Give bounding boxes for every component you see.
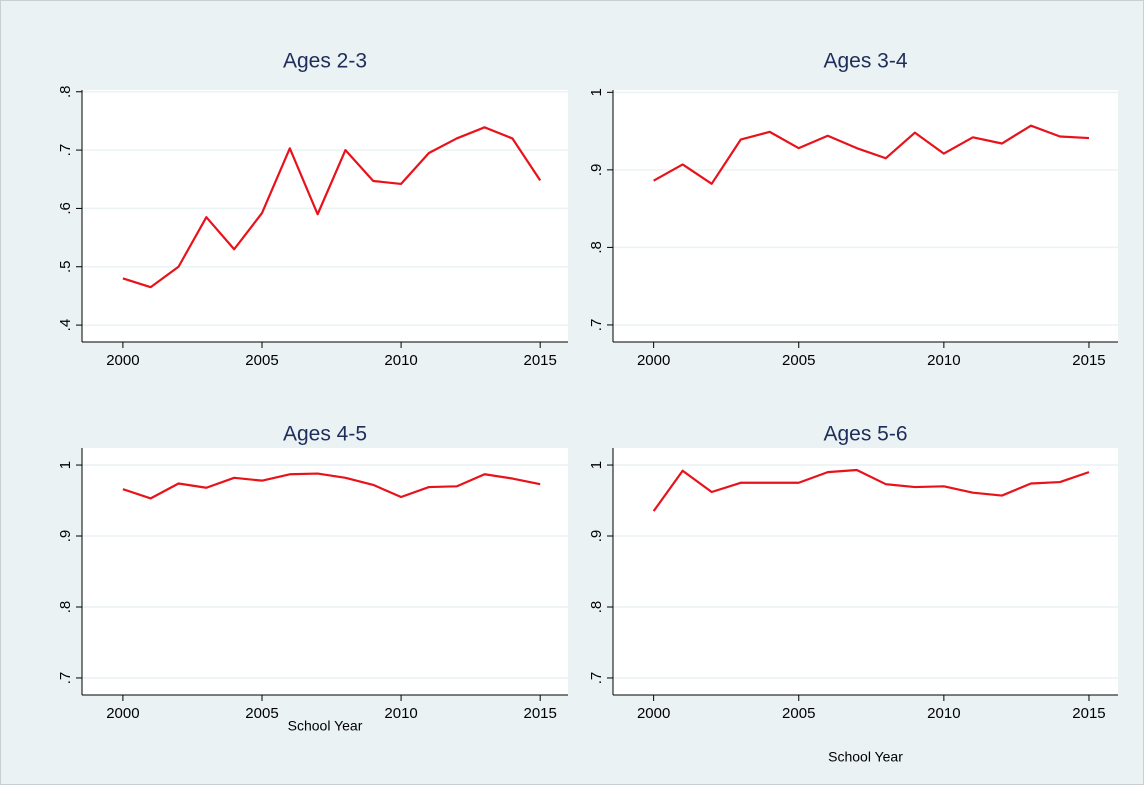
y-tick-label: .8 [57,601,74,614]
y-tick-label: .8 [57,85,74,98]
line [122,472,541,500]
x-tick-label: 2015 [523,705,556,722]
line [652,468,1090,512]
x-tick-label: 2005 [782,705,815,722]
plot-area [82,448,568,695]
y-tick-label: .7 [57,144,74,157]
x-tick-label: 2015 [523,352,556,369]
y-tick-label: .7 [588,672,605,685]
chart-title: Ages 2-3 [283,50,367,73]
x-tick-label: 2010 [927,705,960,722]
x-axis-label: School Year [828,749,903,765]
y-tick-label: .6 [57,202,74,215]
y-tick-label: 1 [588,461,605,469]
y-tick-label: .4 [57,319,74,332]
x-tick-label: 2005 [245,705,278,722]
chart-title: Ages 5-6 [823,423,907,446]
y-tick-label: 1 [588,88,605,96]
x-tick-label: 2000 [637,705,670,722]
x-axis-label: School Year [288,718,363,734]
x-tick-label: 2005 [782,352,815,369]
y-tick-label: .8 [588,601,605,614]
plot-area [613,90,1118,342]
x-tick-label: 2000 [106,352,139,369]
line [122,126,542,289]
x-tick-label: 2010 [384,352,417,369]
y-tick-label: 1 [57,461,74,469]
x-tick-label: 2015 [1072,352,1105,369]
y-tick-label: .8 [588,241,605,254]
x-tick-label: 2010 [384,705,417,722]
x-tick-label: 2000 [637,352,670,369]
x-tick-label: 2010 [927,352,960,369]
x-tick-label: 2015 [1072,705,1105,722]
y-tick-label: .7 [588,319,605,332]
y-tick-label: .7 [57,672,74,685]
chart-title: Ages 3-4 [823,50,907,73]
y-tick-label: .9 [588,530,605,543]
y-tick-label: .9 [588,164,605,177]
plot-area [613,448,1118,695]
y-tick-label: .5 [57,260,74,273]
y-tick-label: .9 [57,530,74,543]
x-tick-label: 2000 [106,705,139,722]
x-tick-label: 2005 [245,352,278,369]
chart-title: Ages 4-5 [283,423,367,446]
line [653,124,1090,185]
plot-area [82,90,568,342]
